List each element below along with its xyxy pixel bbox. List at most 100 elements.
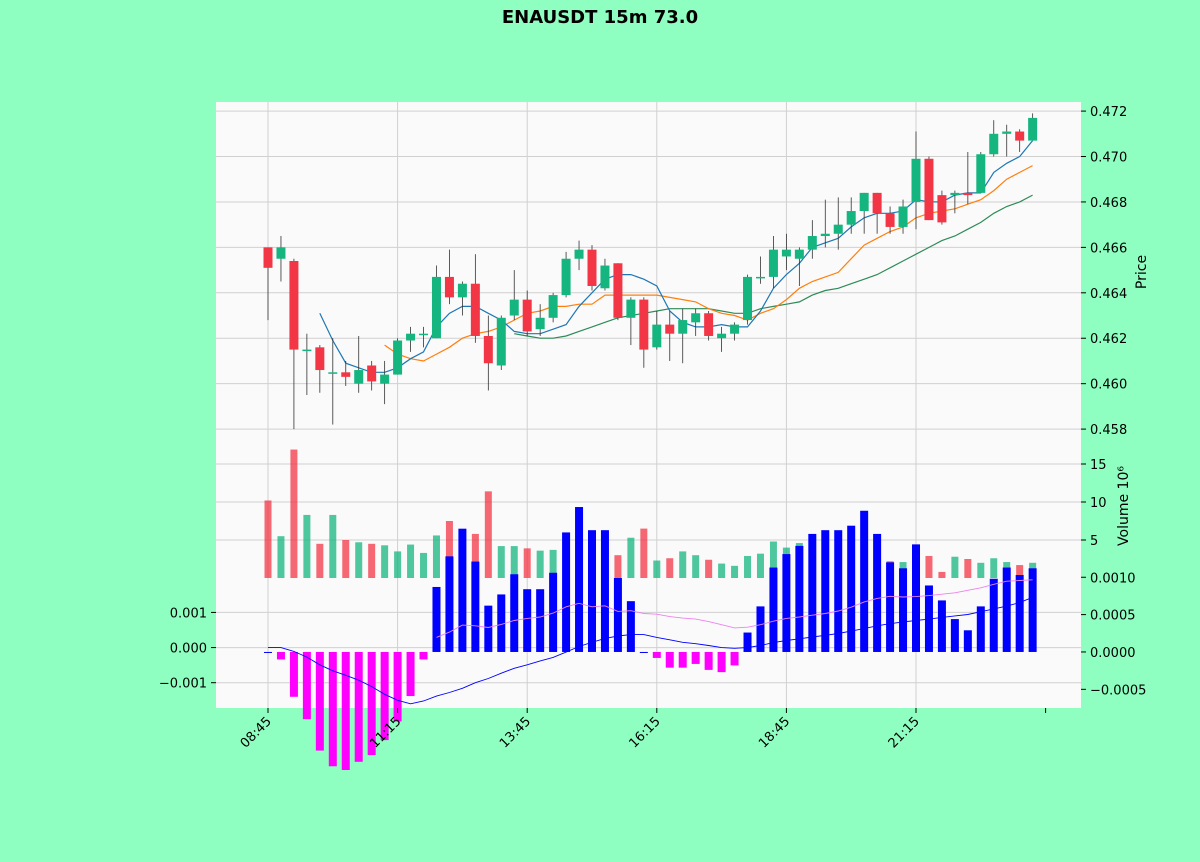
macd-histogram-bar (432, 586, 441, 652)
macd-histogram-bar (976, 606, 985, 652)
macd-histogram-bar (717, 651, 726, 673)
macd-histogram-bar (860, 510, 869, 652)
plot-background (216, 102, 1081, 708)
price-tick-label: 0.460 (1090, 378, 1127, 393)
candle-body (807, 236, 817, 250)
candle-body (872, 192, 882, 214)
macd-histogram-bar (912, 544, 920, 652)
candle-body (419, 333, 429, 336)
volume-bar (445, 521, 453, 578)
volume-bar (420, 552, 428, 578)
volume-bar (316, 543, 324, 578)
candle-body (755, 276, 765, 279)
price-tick-label: 0.466 (1090, 241, 1127, 256)
macd-histogram-bar (613, 578, 622, 652)
price-axis-label: Price (1134, 255, 1150, 289)
candle-body (509, 299, 519, 316)
volume-bar (744, 555, 752, 578)
price-tick-label: 0.468 (1090, 196, 1127, 211)
volume-bar (484, 491, 492, 578)
candle-body (1015, 131, 1025, 141)
macd-histogram-bar (886, 562, 895, 652)
x-tick-label: 08:45 (238, 714, 275, 751)
macd-histogram-bar (665, 651, 674, 668)
macd-histogram-bar (678, 651, 687, 668)
macd-histogram-bar (769, 567, 778, 652)
candle-body (691, 313, 701, 323)
candle-body (574, 249, 584, 259)
volume-bar (329, 514, 337, 578)
x-tick-label: 18:45 (756, 714, 793, 751)
chart-title: ENAUSDT 15m 73.0 (502, 7, 698, 28)
candle-body (626, 299, 636, 318)
volume-bar (407, 544, 415, 578)
macd-right-tick-label: 0.0005 (1090, 609, 1136, 624)
volume-bar (510, 546, 518, 578)
candle-body (859, 192, 869, 212)
candle-body (833, 224, 843, 234)
volume-bar (977, 562, 985, 578)
candle-body (496, 317, 506, 366)
macd-histogram-bar (549, 572, 558, 652)
volume-bar (303, 514, 311, 578)
volume-bar (640, 528, 648, 578)
volume-bar (432, 535, 440, 578)
macd-histogram-bar (289, 651, 298, 697)
macd-histogram-bar (639, 651, 648, 653)
volume-bar (355, 542, 363, 578)
macd-histogram-bar (782, 554, 791, 652)
volume-bar (394, 551, 402, 578)
candle-body (678, 320, 688, 334)
candle-body (341, 372, 351, 377)
price-tick-label: 0.458 (1090, 423, 1127, 438)
x-tick-label: 21:15 (886, 714, 923, 751)
macd-histogram-bar (950, 619, 959, 652)
macd-histogram-bar (354, 651, 363, 762)
macd-histogram-bar (536, 589, 545, 652)
macd-histogram-bar (600, 530, 609, 652)
macd-histogram-bar (1002, 567, 1011, 652)
macd-histogram-bar (989, 578, 998, 652)
macd-histogram-bar (704, 651, 713, 670)
candle-body (963, 192, 973, 196)
macd-histogram-bar (276, 651, 285, 660)
macd-histogram-bar (484, 605, 493, 652)
price-tick-label: 0.462 (1090, 332, 1127, 347)
candle-body (1002, 131, 1012, 134)
candle-body (911, 158, 921, 202)
candle-body (393, 340, 403, 375)
volume-bar (549, 549, 557, 578)
macd-histogram-bar (419, 651, 428, 660)
candle-body (730, 324, 740, 334)
macd-histogram-bar (367, 651, 376, 756)
volume-tick-label: 15 (1090, 458, 1107, 473)
macd-histogram-bar (743, 632, 752, 652)
volume-bar (705, 559, 713, 578)
volume-bar (769, 541, 777, 578)
macd-histogram-bar (937, 600, 946, 652)
macd-histogram-bar (795, 545, 804, 652)
price-tick-label: 0.464 (1090, 287, 1127, 302)
price-candles (263, 113, 1038, 430)
volume-bar (381, 545, 389, 578)
volume-bar (277, 536, 285, 578)
candle-body (794, 249, 804, 259)
macd-histogram-bar (834, 530, 843, 652)
candle-body (976, 154, 986, 193)
macd-right-tick-label: −0.0005 (1090, 683, 1146, 698)
macd-histogram-bar (1028, 568, 1037, 652)
macd-histogram-bar (821, 530, 830, 652)
macd-histogram-bar (847, 525, 856, 652)
candle-body (704, 313, 714, 336)
macd-histogram-bar (393, 651, 402, 722)
candle-body (665, 324, 675, 334)
price-tick-label: 0.472 (1090, 105, 1127, 120)
macd-left-tick-label: 0.001 (170, 606, 207, 621)
volume-bar (964, 559, 972, 578)
candle-body (937, 195, 947, 223)
candle-body (1028, 117, 1038, 141)
candle-body (470, 283, 480, 336)
volume-bar (627, 537, 635, 578)
